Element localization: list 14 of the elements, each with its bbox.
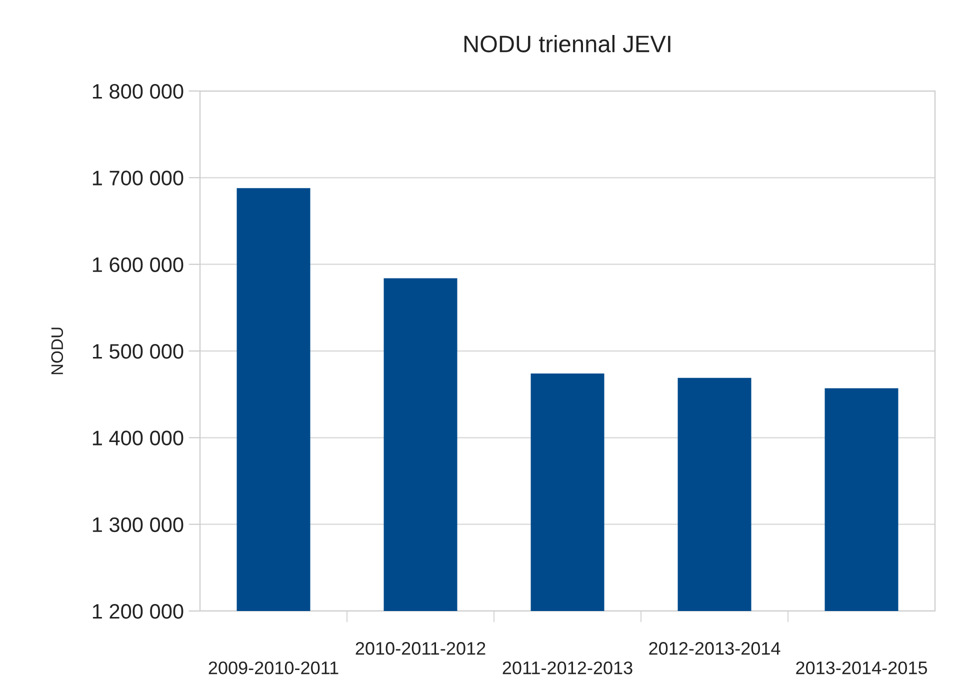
x-tick-label: 2012-2013-2014 bbox=[649, 642, 780, 655]
y-tick-label: 1 200 000 bbox=[92, 604, 184, 619]
y-tick-label: 1 800 000 bbox=[92, 84, 184, 99]
x-tick-label: 2011-2012-2013 bbox=[502, 661, 632, 674]
y-tick-label: 1 500 000 bbox=[92, 344, 184, 359]
y-tick-label: 1 700 000 bbox=[92, 170, 184, 186]
x-tick-label: 2013-2014-2015 bbox=[796, 661, 928, 674]
y-tick-label: 1 600 000 bbox=[92, 257, 184, 272]
y-tick-label: 1 400 000 bbox=[92, 430, 184, 446]
y-tick-label: 1 300 000 bbox=[92, 517, 184, 532]
x-tick-label: 2010-2011-2012 bbox=[356, 642, 486, 655]
chart-title: NODU triennal JEVI bbox=[464, 35, 670, 52]
y-axis-title: NODU bbox=[51, 328, 64, 374]
x-tick-label: 2009-2010-2011 bbox=[208, 661, 338, 674]
